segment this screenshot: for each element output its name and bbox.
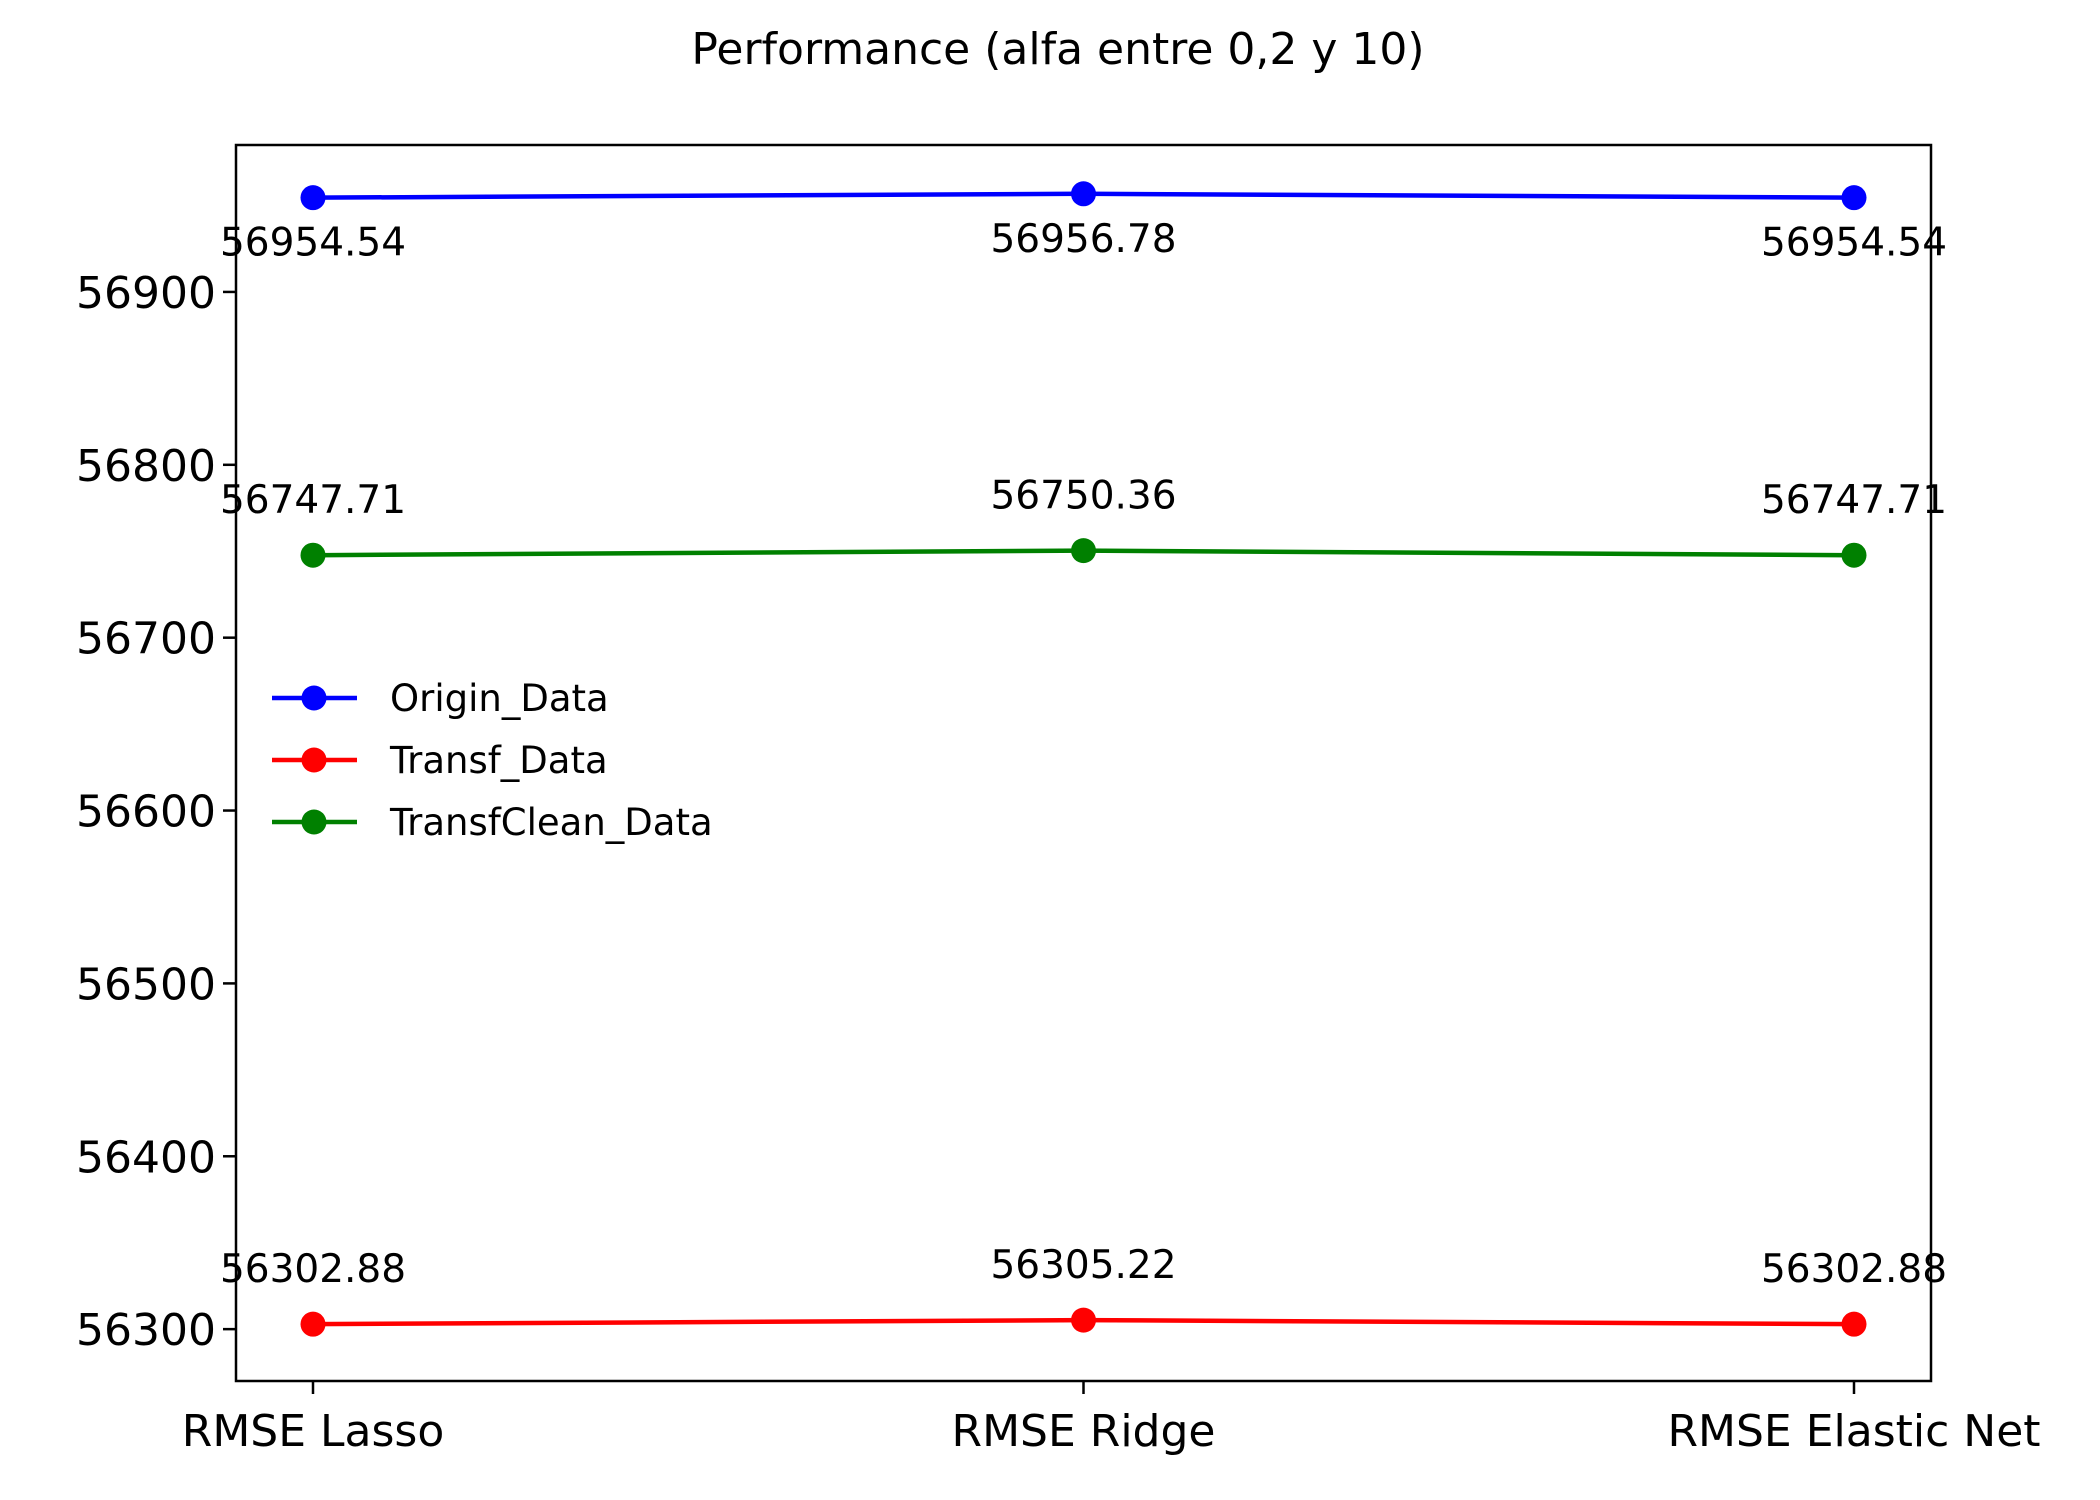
y-tick-label: 56300: [76, 1305, 216, 1356]
data-point: [1071, 1307, 1096, 1333]
x-axis: RMSE Lasso RMSE Ridge RMSE Elastic Net: [182, 1381, 2041, 1457]
y-tick-label: 56400: [76, 1132, 216, 1183]
data-point: [1841, 542, 1867, 568]
legend-label: Origin_Data: [390, 677, 609, 720]
legend-item: Transf_Data: [272, 739, 608, 782]
legend-item: Origin_Data: [272, 677, 609, 720]
series-Origin_Data: 56954.54 56956.78 56954.54: [220, 181, 1947, 266]
y-tick-label: 56700: [76, 614, 216, 665]
data-point: [300, 1311, 326, 1337]
data-label: 56954.54: [220, 221, 406, 266]
legend-marker: [301, 685, 327, 711]
data-label: 56956.78: [990, 217, 1176, 262]
chart-title: Performance (alfa entre 0,2 y 10): [691, 24, 1424, 75]
x-tick-label: RMSE Ridge: [952, 1406, 1216, 1457]
y-tick-label: 56600: [76, 787, 216, 838]
x-tick-label: RMSE Elastic Net: [1667, 1406, 2040, 1457]
data-point: [1841, 1311, 1867, 1337]
y-tick-label: 56800: [76, 441, 216, 492]
data-label: 56750.36: [990, 474, 1176, 519]
series-layer: 56954.54 56956.78 56954.54 56302.88 56305.22…: [220, 181, 1947, 1337]
x-tick-label: RMSE Lasso: [182, 1406, 445, 1457]
data-label: 56305.22: [990, 1243, 1176, 1288]
data-point: [300, 542, 326, 568]
data-point: [1071, 538, 1096, 564]
y-tick-label: 56500: [76, 959, 216, 1010]
data-point: [1071, 181, 1096, 207]
series-TransfClean_Data: 56747.71 56750.36 56747.71: [220, 474, 1947, 568]
data-label: 56954.54: [1761, 221, 1947, 266]
data-label: 56302.88: [1761, 1247, 1947, 1292]
legend-label: TransfClean_Data: [389, 801, 713, 844]
legend-marker: [301, 809, 327, 835]
legend: Origin_Data Transf_Data TransfClean_Data: [272, 677, 713, 844]
legend-item: TransfClean_Data: [272, 801, 713, 844]
series-Transf_Data: 56302.88 56305.22 56302.88: [220, 1243, 1947, 1337]
legend-label: Transf_Data: [389, 739, 608, 782]
y-tick-label: 56900: [76, 268, 216, 319]
data-point: [1841, 185, 1867, 211]
data-point: [300, 185, 326, 211]
legend-marker: [301, 747, 327, 773]
y-axis: 56300 56400 56500 56600 56700 56800 56900: [76, 268, 236, 1356]
data-label: 56302.88: [220, 1247, 406, 1292]
plot-area: [234, 143, 1933, 1383]
data-label: 56747.71: [1761, 478, 1947, 523]
data-label: 56747.71: [220, 478, 406, 523]
